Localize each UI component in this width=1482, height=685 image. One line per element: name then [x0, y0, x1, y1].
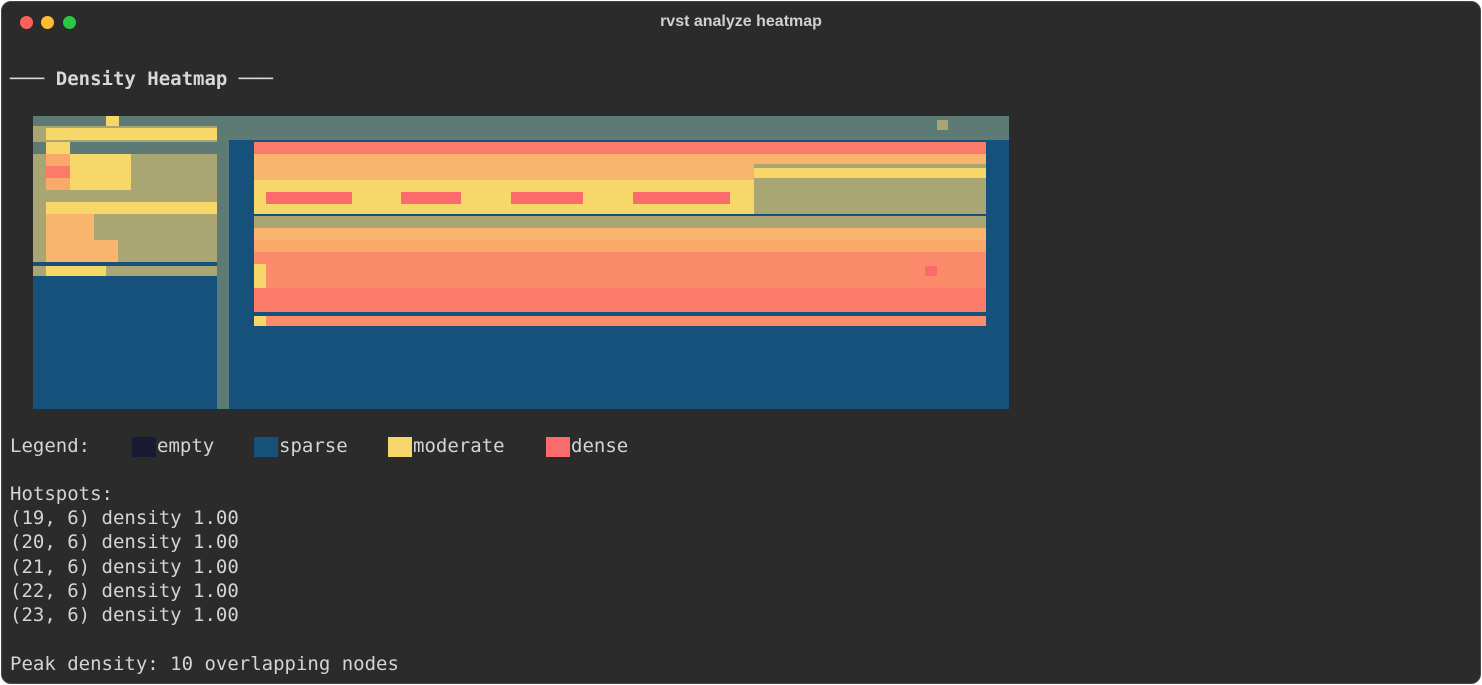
- minimize-window-button[interactable]: [41, 16, 54, 29]
- heat-cell: [937, 120, 948, 130]
- heat-row: [254, 288, 986, 312]
- heat-row: [254, 316, 986, 326]
- hotspots-label: Hotspots:: [10, 483, 113, 505]
- heat-row: [46, 202, 217, 214]
- zoom-window-button[interactable]: [63, 16, 76, 29]
- heat-row: [254, 240, 986, 252]
- heat-column-divider: [217, 116, 229, 409]
- legend-swatch-dense: [546, 437, 570, 457]
- heat-gap: [33, 262, 217, 266]
- peak-density: Peak density: 10 overlapping nodes: [10, 653, 399, 675]
- heat-row: [33, 142, 217, 154]
- legend-label: Legend:: [10, 435, 91, 457]
- legend-swatch-empty: [132, 437, 156, 457]
- hotspot-line: (23, 6) density 1.00: [10, 604, 239, 626]
- title-bar: rvst analyze heatmap: [2, 2, 1480, 42]
- heat-cell: [46, 214, 94, 264]
- heat-row-left-top: [33, 116, 217, 126]
- heat-row: [254, 252, 986, 288]
- legend-swatch-sparse: [254, 437, 278, 457]
- heat-row: [46, 128, 217, 140]
- density-heatmap: [33, 116, 1009, 409]
- heat-cell: [46, 166, 70, 178]
- hotspot-line: (21, 6) density 1.00: [10, 556, 239, 578]
- heat-cell: [254, 264, 266, 288]
- heatmap-heading: ─── Density Heatmap ───: [10, 68, 274, 90]
- heat-row: [254, 228, 986, 240]
- hotspot-line: (22, 6) density 1.00: [10, 580, 239, 602]
- heat-cell: [46, 266, 106, 276]
- legend-item-empty: empty: [157, 435, 215, 457]
- heat-row: [754, 168, 986, 178]
- hotspot-line: (20, 6) density 1.00: [10, 531, 239, 553]
- heat-row: [70, 190, 217, 202]
- window-title: rvst analyze heatmap: [660, 13, 822, 30]
- heat-cell: [94, 214, 118, 240]
- heat-row: [254, 142, 986, 154]
- heat-cell: [94, 240, 118, 264]
- legend-swatch-moderate: [388, 437, 412, 457]
- hotspot-line: (19, 6) density 1.00: [10, 507, 239, 529]
- heat-row: [33, 266, 217, 276]
- legend-item-dense: dense: [571, 435, 629, 457]
- heat-cell: [70, 154, 131, 190]
- legend-item-sparse: sparse: [279, 435, 348, 457]
- heat-cell: [925, 266, 937, 276]
- heat-cell: [46, 142, 70, 154]
- heat-cell: [254, 316, 266, 326]
- heat-row-top-band: [229, 116, 1009, 140]
- heat-cell: [511, 192, 583, 204]
- heat-cell: [401, 192, 461, 204]
- legend-item-moderate: moderate: [413, 435, 505, 457]
- close-window-button[interactable]: [20, 16, 33, 29]
- heat-cell: [633, 192, 730, 204]
- heat-cell: [106, 116, 119, 126]
- heat-cell: [266, 192, 352, 204]
- heat-row: [254, 216, 986, 228]
